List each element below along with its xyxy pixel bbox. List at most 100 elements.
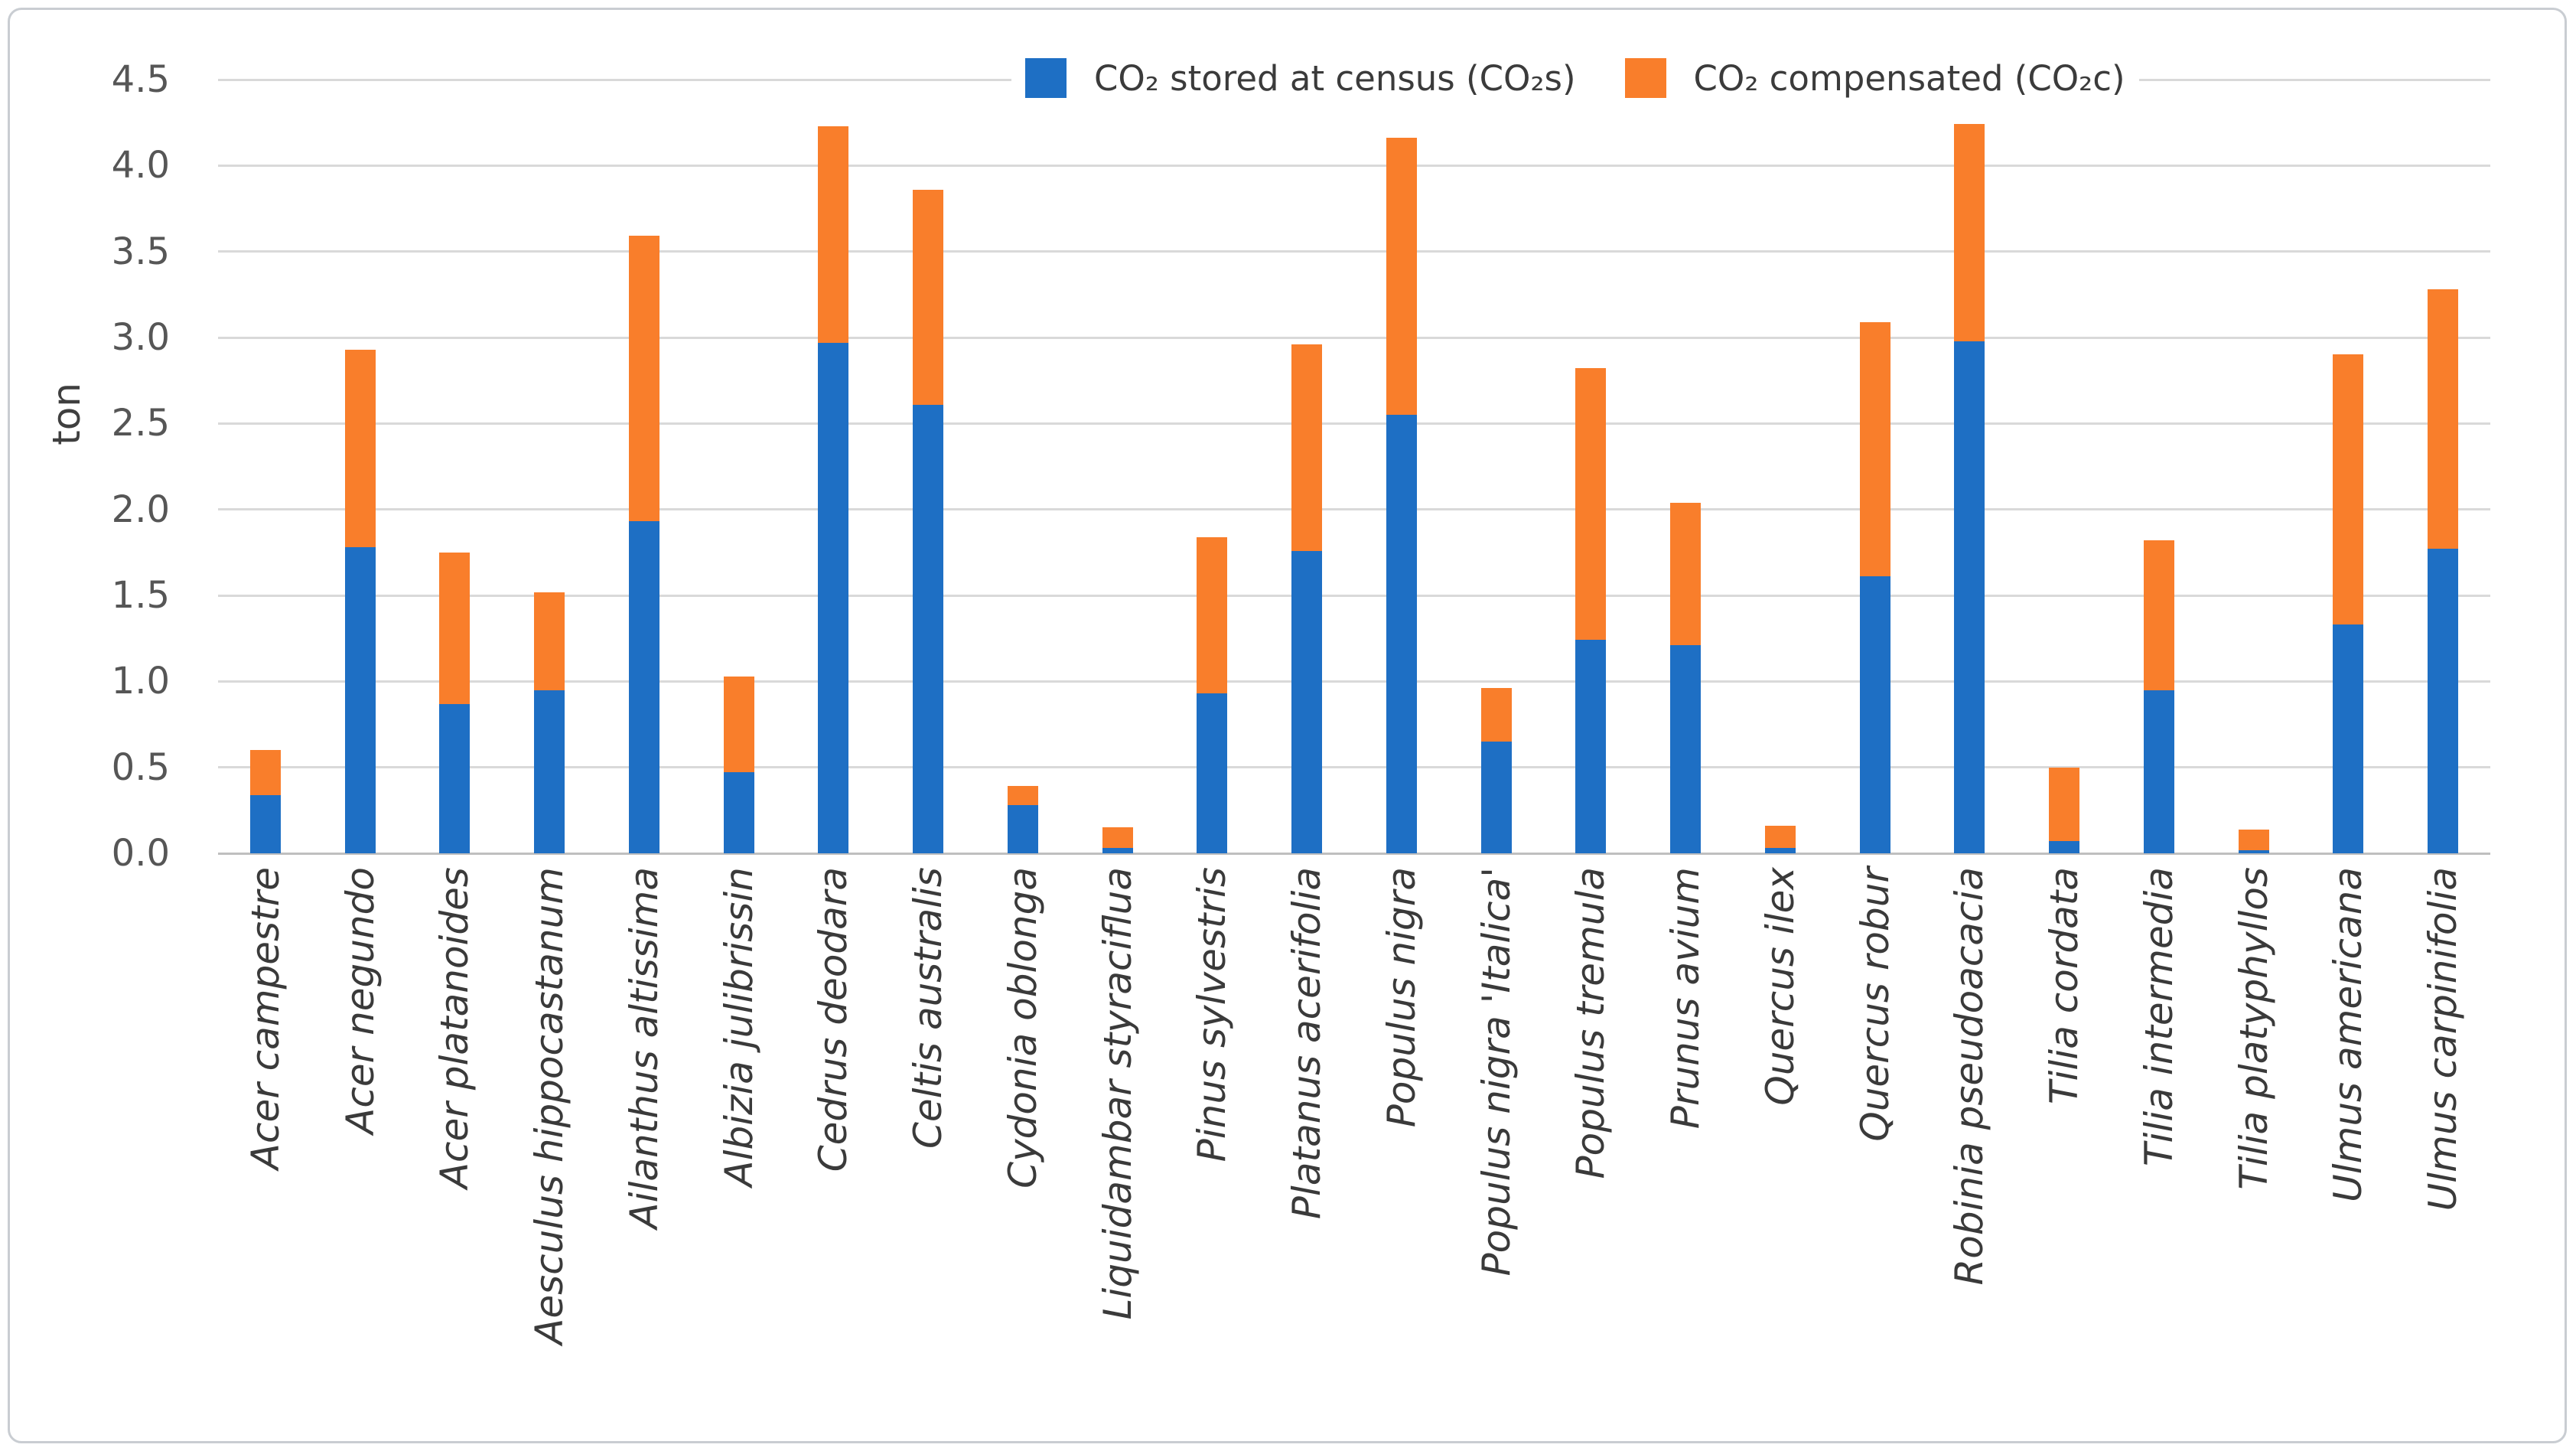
legend-label: CO₂ compensated (CO₂c) [1693,57,2125,99]
bar-segment-co2c [1954,124,1985,341]
bar-segment-co2c [1197,536,1228,694]
bar-slot [1923,80,2017,853]
x-tick-label: Populus nigra 'Italica' [1474,867,1519,1277]
y-tick-label: 0.5 [111,745,170,789]
x-tick-label: Platanus acerifolia [1285,867,1330,1220]
bar-segment-co2c [1670,502,1702,646]
gridline [218,422,2490,425]
stacked-bar [439,80,471,853]
bar-slot [692,80,786,853]
bar-segment-co2c [913,189,944,405]
stacked-bar [1007,80,1038,853]
bar-segment-co2s [1670,645,1702,853]
bar-segment-co2c [1102,827,1133,849]
gridline [218,594,2490,597]
x-tick-label: Liquidambar styraciflua [1095,867,1140,1320]
x-tick-label: Quercus robur [1852,867,1897,1142]
bar-segment-co2c [1386,138,1417,416]
stacked-bar [818,80,849,853]
stacked-bar [1859,80,1890,853]
bar-slot [502,80,597,853]
bar-segment-co2s [2049,841,2080,853]
stacked-bar [1764,80,1796,853]
bar-slot [1259,80,1354,853]
bar-segment-co2s [1007,805,1038,853]
x-tick-label: Acer platanoides [432,867,477,1189]
bar-segment-co2s [439,703,471,853]
bar-segment-co2s [249,794,281,853]
bar-segment-co2c [1007,786,1038,806]
bar-segment-co2s [2143,690,2174,853]
gridline [218,508,2490,511]
y-tick-label: 2.0 [111,487,170,531]
bar-slot [2301,80,2396,853]
bar-slot [2206,80,2301,853]
bar-segment-co2c [2428,289,2459,549]
bar-segment-co2c [1764,826,1796,849]
stacked-bar [249,80,281,853]
x-tick-label: Prunus avium [1663,867,1708,1130]
bar-segment-co2s [1859,576,1890,853]
bar-segment-co2c [344,349,376,548]
stacked-bar [2049,80,2080,853]
stacked-bar [1954,80,1985,853]
gridline [218,766,2490,769]
stacked-bar [344,80,376,853]
y-tick-label: 4.5 [111,58,170,101]
bar-slot [218,80,313,853]
bar-segment-co2s [1386,415,1417,853]
x-tick-label: Populus nigra [1379,867,1424,1128]
x-tick-label: Acer negundo [337,867,383,1134]
bar-segment-co2c [1859,321,1890,577]
bar-slot [1165,80,1260,853]
bar-slot [1354,80,1449,853]
x-axis-tick-labels: Acer campestre Acer negundo Acer platanoid… [218,867,2490,1433]
bar-segment-co2s [344,547,376,853]
stacked-bar [1575,80,1607,853]
stacked-bar [628,80,659,853]
bar-slot [1638,80,1733,853]
bar-segment-co2s [1764,848,1796,853]
x-tick-label: Celtis australis [906,867,951,1149]
stacked-bar [1670,80,1702,853]
x-tick-label: Albizia julibrissin [716,867,761,1187]
stacked-bar [1102,80,1133,853]
x-tick-label: Cedrus deodara [811,867,856,1172]
bar-slot [1449,80,1544,853]
bar-segment-co2s [628,521,659,853]
gridline [218,164,2490,167]
x-tick-label: Ailanthus altissima [621,867,666,1229]
plot-area [218,78,2490,855]
bar-slot [2017,80,2112,853]
x-tick-label: Ulmus carpinifolia [2421,867,2466,1211]
bar-segment-co2c [628,236,659,522]
bar-segment-co2c [2143,540,2174,690]
bar-slot [1733,80,1828,853]
stacked-bar [1480,80,1512,853]
bar-slot [2112,80,2206,853]
bar-slot [786,80,881,853]
bar-segment-co2c [1480,688,1512,742]
bar-slot [313,80,408,853]
bar-segment-co2s [913,404,944,853]
stacked-bar [1291,80,1323,853]
bar-slot [1544,80,1639,853]
bar-segment-co2s [1291,550,1323,853]
stacked-bar [1386,80,1417,853]
bar-segment-co2s [2428,549,2459,853]
bar-segment-co2c [2238,829,2269,850]
bar-segment-co2s [1480,741,1512,853]
y-tick-label: 3.0 [111,316,170,359]
stacked-bar [723,80,754,853]
bar-slot [1070,80,1165,853]
x-tick-label: Aesculus hippocastanum [527,867,572,1345]
stacked-bar [534,80,565,853]
x-tick-label: Tilia platyphyllos [2231,867,2276,1190]
bar-segment-co2c [249,750,281,795]
bar-slot [2395,80,2490,853]
bar-slot [408,80,503,853]
bar-segment-co2s [818,342,849,853]
bar-segment-co2c [439,552,471,704]
x-tick-label: Pinus sylvestris [1190,867,1235,1162]
gridline [218,680,2490,683]
